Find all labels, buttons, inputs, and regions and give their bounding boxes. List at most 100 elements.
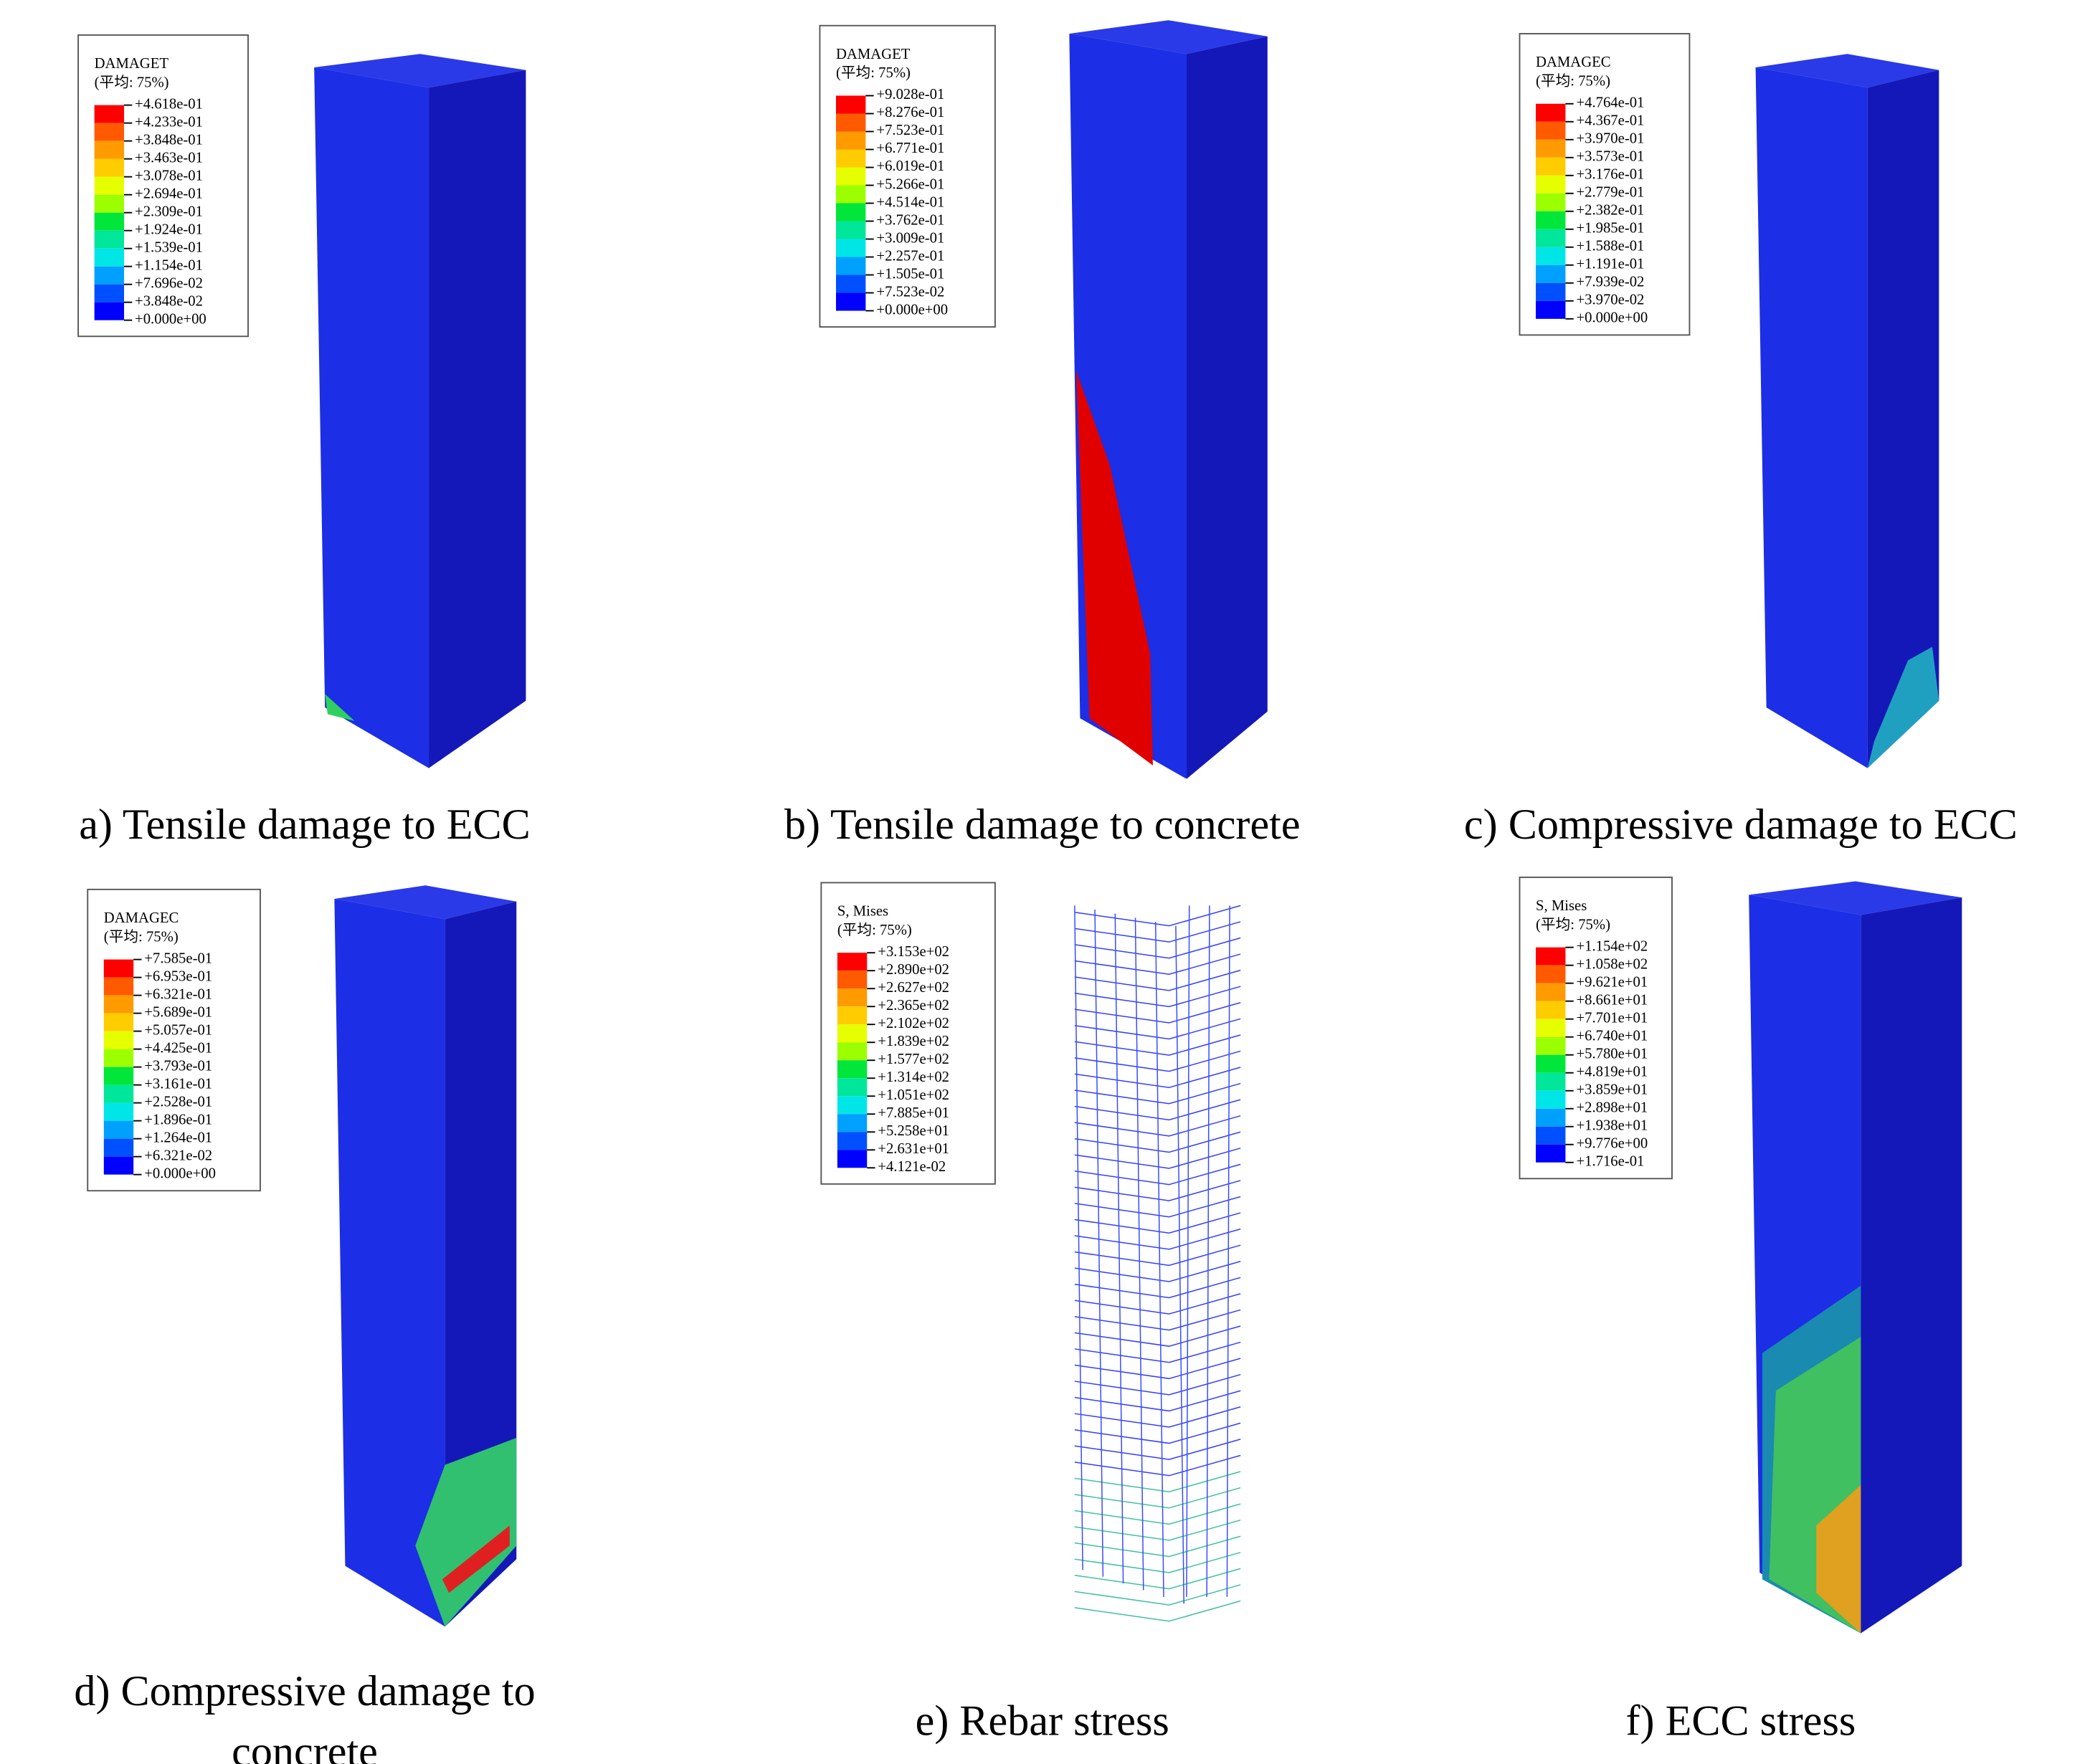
legend-value: +5.258e+01 — [878, 1123, 949, 1139]
legend-swatch — [1536, 947, 1566, 966]
legend-subtitle: (平均: 75%) — [95, 74, 169, 90]
legend-value: +9.621e+01 — [1576, 974, 1648, 990]
legend-swatch — [836, 113, 866, 132]
rebar-bar — [1154, 921, 1164, 1597]
legend-swatch — [103, 1013, 134, 1031]
legend-swatch — [94, 212, 125, 231]
legend-value: +0.000e+00 — [1576, 310, 1648, 326]
legend-value: +1.985e-01 — [1576, 221, 1644, 237]
legend-swatch — [837, 1024, 868, 1043]
rebar-stirrup — [1074, 1131, 1241, 1153]
rebar-stirrup — [1074, 1358, 1241, 1380]
legend-value: +3.793e-01 — [144, 1058, 212, 1074]
legend-value: +6.019e-01 — [876, 158, 944, 174]
legend-swatch — [1536, 157, 1566, 176]
column-top — [1755, 54, 1939, 88]
column-top — [1069, 20, 1268, 54]
rebar-stirrup — [1074, 1535, 1241, 1558]
legend-swatch — [1536, 1001, 1566, 1019]
legend-value: +2.382e-01 — [1576, 203, 1644, 219]
legend-value: +2.309e-01 — [135, 204, 203, 219]
legend-swatch — [836, 95, 866, 114]
legend-value: +4.425e-01 — [144, 1040, 212, 1056]
rebar-stirrup — [1074, 1584, 1241, 1606]
legend-swatch — [103, 1031, 134, 1049]
legend-swatch — [836, 131, 866, 150]
legend-swatch — [836, 185, 866, 204]
legend-value: +2.890e+02 — [878, 962, 949, 978]
damage-zone — [442, 1525, 510, 1593]
legend-swatch — [836, 275, 866, 293]
rebar-stirrup — [1074, 1293, 1241, 1315]
legend-swatch — [103, 1049, 134, 1067]
rebar-stirrup — [1074, 1148, 1241, 1169]
legend-value: +3.762e-01 — [876, 212, 944, 228]
column-front — [1755, 67, 1868, 768]
rebar-stirrup — [1074, 1471, 1241, 1492]
rebar-stirrup — [1074, 1212, 1241, 1234]
legend-value: +3.463e-01 — [135, 150, 203, 166]
legend-value: +2.257e-01 — [876, 248, 944, 264]
legend-subtitle: (平均: 75%) — [837, 922, 912, 938]
legend-value: +3.078e-01 — [135, 168, 203, 183]
legend-swatch — [1536, 300, 1566, 319]
legend-value: +1.938e+01 — [1576, 1117, 1648, 1133]
legend-swatch — [1536, 247, 1566, 265]
legend-value: +5.057e-01 — [144, 1022, 212, 1038]
legend-value: +5.780e+01 — [1576, 1046, 1648, 1062]
legend-swatch — [836, 167, 866, 186]
damage-zone — [1075, 371, 1153, 766]
rebar-stirrup — [1074, 1519, 1241, 1541]
legend-swatch — [836, 292, 866, 311]
rebar-stirrup — [1074, 921, 1241, 943]
legend-value: +6.771e-01 — [876, 140, 944, 156]
legend-title: DAMAGEC — [104, 910, 179, 926]
legend-title: DAMAGET — [95, 56, 169, 72]
rebar-stirrup — [1074, 1390, 1241, 1412]
rebar-stirrup — [1074, 937, 1241, 959]
rebar-stirrup — [1074, 1422, 1241, 1444]
column-side — [1867, 70, 1939, 768]
legend-title: DAMAGEC — [1536, 54, 1611, 70]
legend-swatch — [1536, 1054, 1566, 1073]
legend-value: +4.819e+01 — [1576, 1064, 1648, 1079]
legend-swatch — [1536, 965, 1566, 983]
column-side — [1861, 897, 1962, 1634]
legend-value: +7.939e-02 — [1576, 275, 1644, 290]
rebar-bar — [1186, 905, 1190, 1597]
legend-swatch — [837, 953, 868, 971]
legend-swatch — [94, 105, 125, 123]
legend-value: +8.276e-01 — [876, 105, 944, 120]
legend-value: +4.764e-01 — [1576, 95, 1644, 111]
rebar-stirrup — [1074, 1406, 1241, 1428]
rebar-stirrup — [1074, 1439, 1241, 1460]
rebar-stirrup — [1074, 1163, 1241, 1186]
legend-value: +6.740e+01 — [1576, 1028, 1648, 1044]
legend-swatch — [1536, 1072, 1566, 1091]
rebar-bar — [1175, 925, 1184, 1604]
legend-swatch — [94, 123, 125, 141]
legend-value: +7.701e+01 — [1576, 1010, 1648, 1026]
legend-swatch — [94, 176, 125, 195]
rebar-stirrup — [1074, 1244, 1241, 1267]
caption: e) Rebar stress — [916, 1697, 1169, 1745]
legend-swatch — [1536, 193, 1566, 211]
legend-value: +2.779e-01 — [1576, 185, 1644, 201]
legend-swatch — [1536, 1019, 1566, 1037]
column-front — [334, 899, 445, 1627]
legend-value: +0.000e+00 — [876, 302, 948, 318]
legend-swatch — [103, 1120, 134, 1139]
legend-swatch — [837, 1096, 868, 1115]
legend-value: +1.154e-01 — [135, 257, 203, 273]
legend-value: +1.896e-01 — [144, 1112, 212, 1127]
legend-swatch — [1536, 103, 1566, 122]
rebar-stirrup — [1074, 1099, 1241, 1121]
column-top — [1749, 881, 1962, 915]
legend-value: +1.839e+02 — [878, 1034, 949, 1049]
rebar-stirrup — [1074, 1600, 1241, 1622]
rebar-stirrup — [1074, 1487, 1241, 1509]
rebar-bar — [1206, 905, 1210, 1597]
rebar-stirrup — [1074, 1228, 1241, 1250]
legend-value: +0.000e+00 — [144, 1165, 216, 1181]
legend-swatch — [1536, 121, 1566, 140]
